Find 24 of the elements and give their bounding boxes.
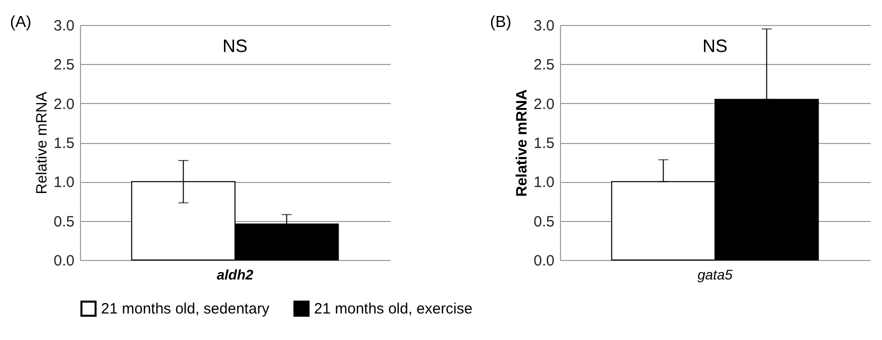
chart-title: (A) bbox=[10, 14, 32, 31]
y-tick-label: 2.0 bbox=[54, 96, 74, 113]
y-tick-label: 1.5 bbox=[54, 135, 74, 152]
chart-title: (B) bbox=[490, 14, 512, 31]
y-tick-label: 1.5 bbox=[534, 135, 554, 152]
y-axis-title: Relative mRNA bbox=[34, 92, 51, 194]
y-tick-label: 3.0 bbox=[534, 18, 554, 34]
y-tick-label: 0.0 bbox=[54, 252, 74, 270]
y-tick-label: 1.0 bbox=[534, 174, 554, 192]
y-tick-label: 3.0 bbox=[54, 18, 74, 34]
annotation: NS bbox=[222, 36, 248, 56]
y-tick-label: 2.5 bbox=[534, 56, 554, 74]
annotation: NS bbox=[702, 36, 728, 56]
y-axis-title: Relative mRNA bbox=[514, 89, 531, 197]
x-tick-label: gata5 bbox=[697, 266, 733, 282]
y-tick-label: 0.0 bbox=[534, 252, 554, 270]
y-tick-label: 0.5 bbox=[54, 213, 74, 230]
y-tick-label: 2.0 bbox=[534, 96, 554, 113]
y-tick-label: 2.5 bbox=[54, 56, 74, 74]
legend-label: 21 months old, exercise bbox=[314, 300, 472, 318]
legend-label: 21 months old, sedentary bbox=[101, 300, 270, 318]
y-tick-label: 1.0 bbox=[54, 174, 74, 192]
y-tick-label: 0.5 bbox=[534, 213, 554, 230]
x-tick-label: aldh2 bbox=[216, 266, 254, 282]
